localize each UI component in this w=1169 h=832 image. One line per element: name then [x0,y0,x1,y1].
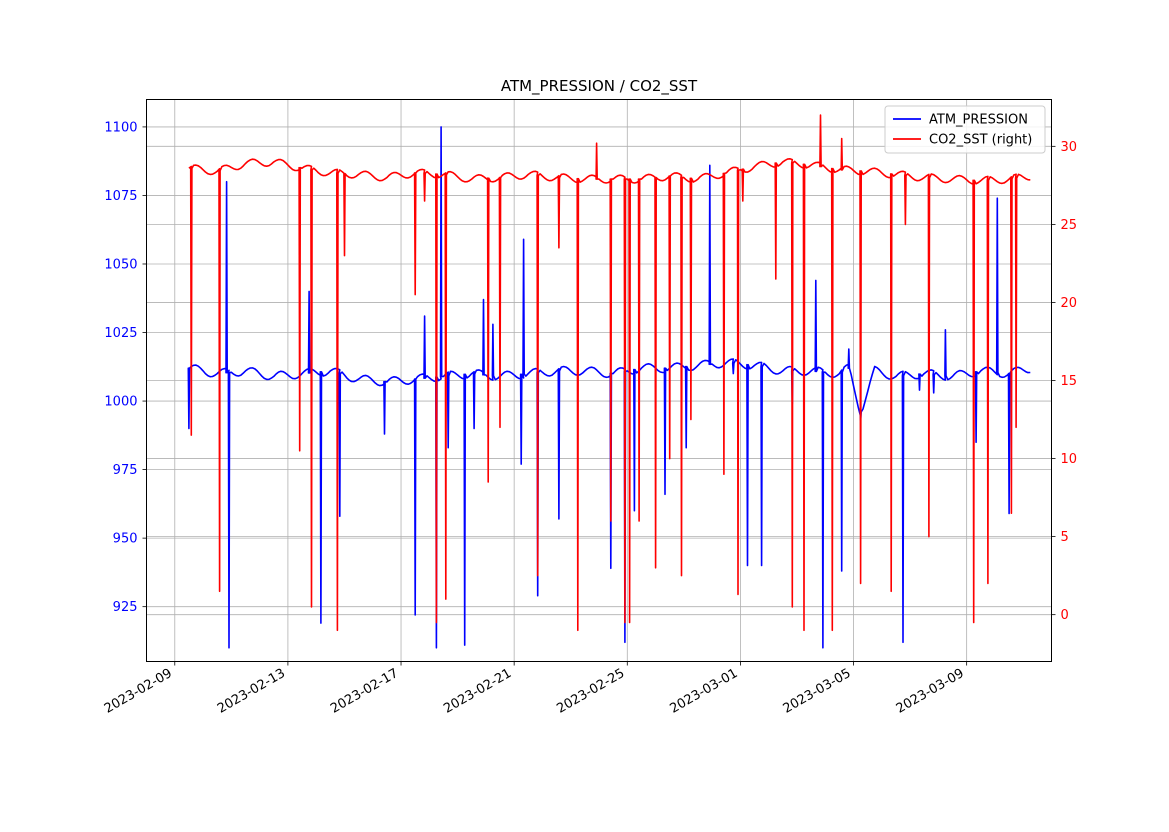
y-tick-label-right: 0 [1061,608,1069,623]
y-tick-label-right: 10 [1061,452,1078,467]
y-tick-label-left: 1075 [104,189,137,204]
y-tick-label-left: 925 [113,600,138,615]
series-layer [187,114,1031,649]
y-tick-label-left: 1050 [104,257,137,272]
y-tick-label-left: 1000 [104,395,137,410]
legend: ATM_PRESSION CO2_SST (right) [884,105,1046,154]
y-tick-label-right: 25 [1061,218,1078,233]
grid [146,99,1052,662]
y-tick-label-right: 5 [1061,530,1069,545]
y-tick-label-right: 15 [1061,374,1078,389]
y-tick-label-left: 950 [113,532,138,547]
y-tick-label-left: 975 [113,463,138,478]
legend-label: ATM_PRESSION [929,113,1028,128]
y-tick-label-left: 1025 [104,326,137,341]
chart-title: ATM_PRESSION / CO2_SST [501,77,698,96]
y-tick-label-right: 30 [1061,140,1078,155]
legend-label: CO2_SST (right) [929,133,1032,148]
series-line-co2-sst [188,114,1031,632]
legend-box [884,105,1046,154]
y-tick-label-left: 1100 [104,120,137,135]
y-tick-label-right: 20 [1061,296,1078,311]
